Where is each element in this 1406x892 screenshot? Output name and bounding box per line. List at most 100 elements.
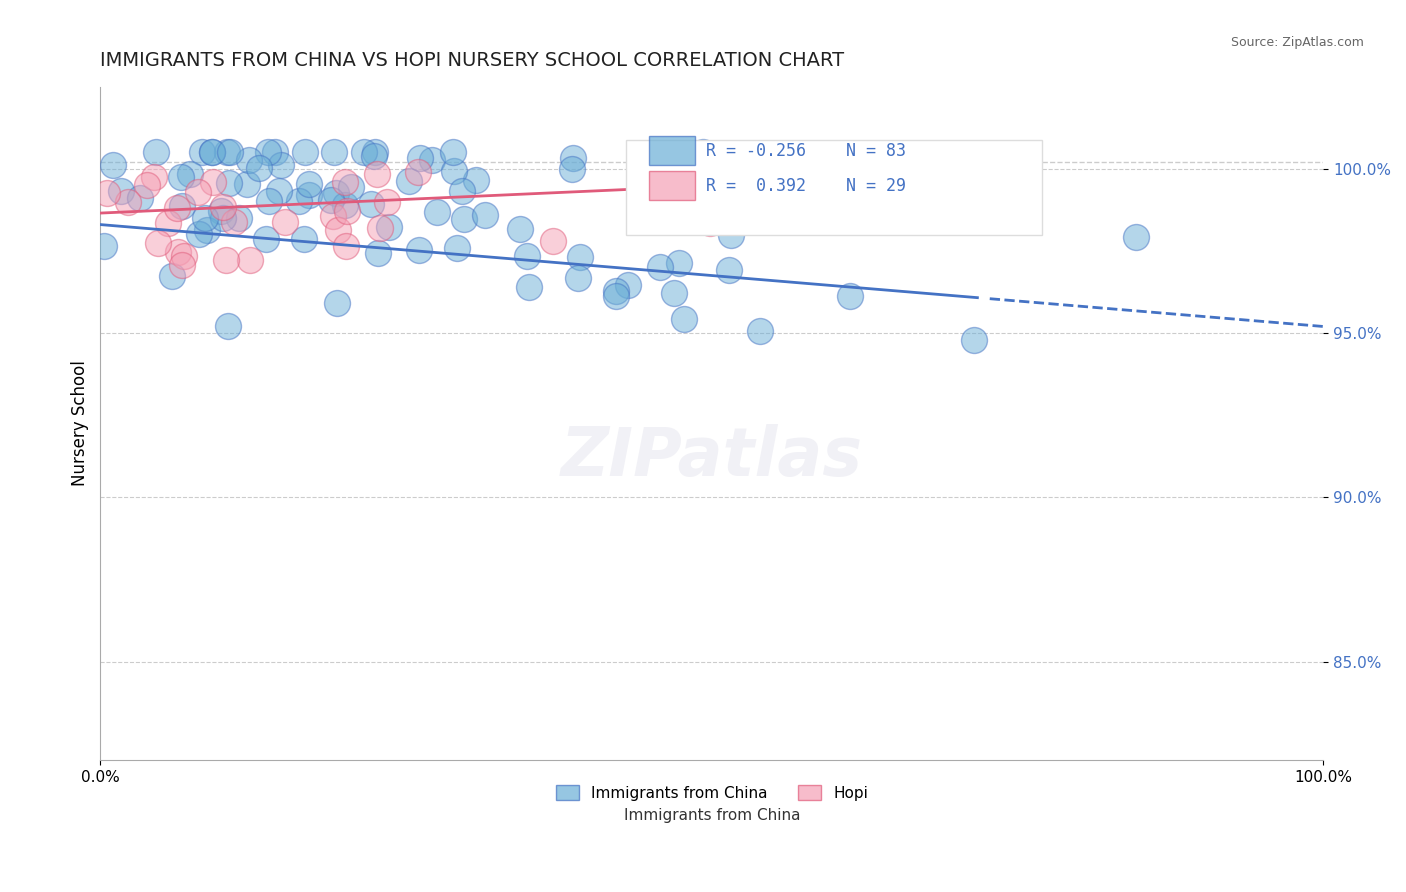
Point <box>326 296 349 310</box>
Point <box>541 235 564 249</box>
Point <box>717 262 740 277</box>
Point <box>665 176 688 190</box>
Text: R =  0.392    N = 29: R = 0.392 N = 29 <box>706 177 905 194</box>
Text: IMMIGRANTS FROM CHINA VS HOPI NURSERY SCHOOL CORRELATION CHART: IMMIGRANTS FROM CHINA VS HOPI NURSERY SC… <box>100 51 845 70</box>
Point <box>166 201 188 215</box>
Text: ZIPatlas: ZIPatlas <box>561 425 863 490</box>
Point <box>128 191 150 205</box>
Point <box>257 145 280 160</box>
Point <box>465 173 488 187</box>
Point <box>136 178 159 193</box>
FancyBboxPatch shape <box>626 140 1042 235</box>
Point <box>363 149 385 163</box>
Point <box>215 145 238 160</box>
Point <box>409 151 432 165</box>
Point <box>201 175 224 189</box>
Point <box>212 211 235 225</box>
Point <box>195 223 218 237</box>
Point <box>353 145 375 160</box>
Point <box>363 145 385 160</box>
Point <box>93 239 115 253</box>
Point <box>738 186 761 201</box>
Point <box>172 258 194 272</box>
Point <box>217 318 239 333</box>
Point <box>1125 229 1147 244</box>
Point <box>257 194 280 208</box>
Point <box>209 204 232 219</box>
Text: Source: ZipAtlas.com: Source: ZipAtlas.com <box>1230 36 1364 49</box>
Point <box>239 252 262 267</box>
Point <box>340 179 363 194</box>
Point <box>509 221 531 235</box>
Point <box>336 203 359 218</box>
Y-axis label: Nursery School: Nursery School <box>72 360 89 486</box>
Point <box>328 223 350 237</box>
Point <box>228 211 250 225</box>
Point <box>187 227 209 242</box>
Point <box>398 174 420 188</box>
Point <box>224 214 246 228</box>
Point <box>378 219 401 234</box>
Point <box>335 198 357 212</box>
Point <box>561 161 583 176</box>
Point <box>110 184 132 198</box>
Point <box>516 249 538 263</box>
Point <box>160 268 183 283</box>
Point <box>321 193 343 207</box>
Point <box>451 184 474 198</box>
Point <box>648 260 671 274</box>
Point <box>408 243 430 257</box>
Point <box>146 235 169 250</box>
Point <box>605 284 627 298</box>
Point <box>194 211 217 226</box>
Point <box>269 185 291 199</box>
Point <box>298 188 321 202</box>
Point <box>297 178 319 192</box>
Point <box>294 145 316 160</box>
Point <box>170 170 193 185</box>
Point <box>333 175 356 189</box>
Point <box>668 256 690 270</box>
Point <box>96 186 118 200</box>
Point <box>236 177 259 191</box>
Point <box>219 145 242 160</box>
Point <box>839 289 862 303</box>
Point <box>179 168 201 182</box>
Point <box>692 145 714 160</box>
Point <box>325 186 347 200</box>
Text: Immigrants from China: Immigrants from China <box>624 807 800 822</box>
FancyBboxPatch shape <box>650 136 695 165</box>
Point <box>664 286 686 301</box>
Point <box>420 153 443 167</box>
Point <box>367 245 389 260</box>
Point <box>212 200 235 214</box>
Point <box>157 216 180 230</box>
Point <box>173 249 195 263</box>
Point <box>274 215 297 229</box>
Point <box>218 176 240 190</box>
Point <box>605 289 627 303</box>
Point <box>263 145 285 160</box>
Point <box>426 204 449 219</box>
Point <box>254 232 277 246</box>
Point <box>672 311 695 326</box>
Point <box>117 194 139 209</box>
Point <box>569 250 592 264</box>
Point <box>101 158 124 172</box>
Point <box>561 151 583 165</box>
Point <box>201 145 224 160</box>
Point <box>443 164 465 178</box>
Point <box>375 194 398 209</box>
Point <box>517 279 540 293</box>
Point <box>360 197 382 211</box>
Point <box>142 169 165 184</box>
Point <box>474 208 496 222</box>
Legend: Immigrants from China, Hopi: Immigrants from China, Hopi <box>550 779 875 806</box>
Point <box>335 239 357 253</box>
Point <box>201 145 224 160</box>
Point <box>215 252 238 267</box>
Point <box>699 215 721 229</box>
Point <box>322 209 344 223</box>
Point <box>145 145 167 160</box>
Point <box>247 161 270 176</box>
